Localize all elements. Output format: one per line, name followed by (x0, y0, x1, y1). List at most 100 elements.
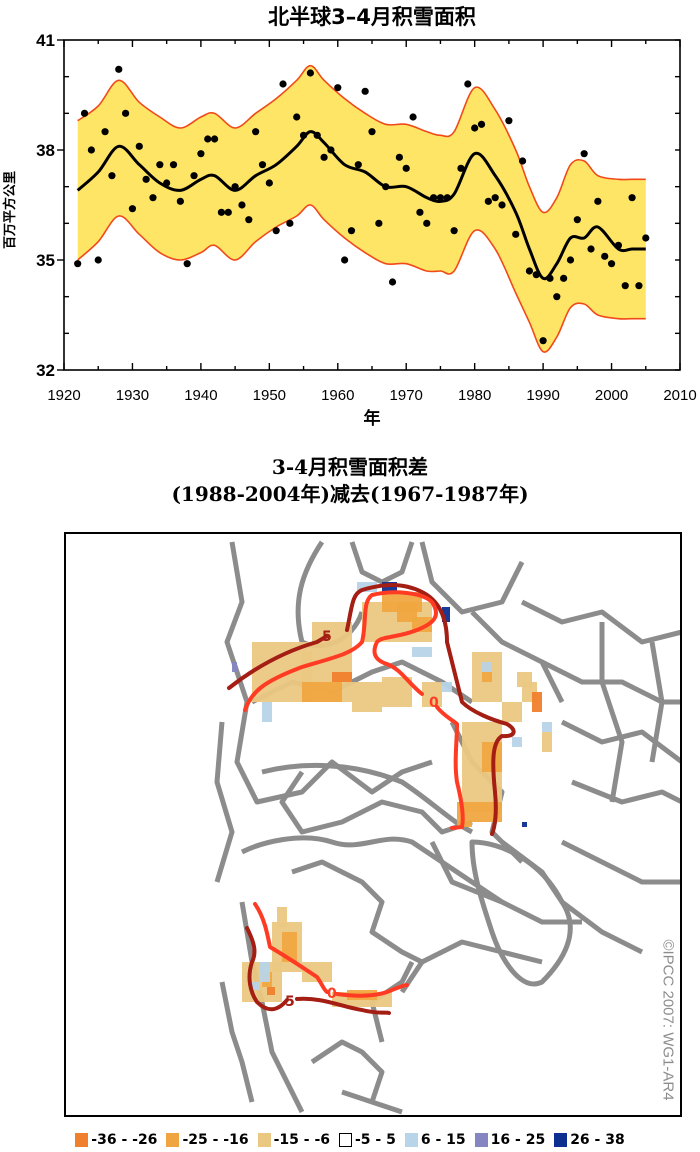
data-point (327, 146, 335, 154)
data-point (101, 128, 109, 136)
snow-difference-cell (277, 907, 287, 927)
snow-difference-cell (502, 702, 522, 722)
contour-label-0-north-america: 0 (327, 986, 337, 1002)
data-point (341, 256, 349, 264)
snow-difference-cell (232, 662, 237, 672)
legend-label: 6 - 15 (420, 1132, 466, 1148)
x-tick-label: 1970 (390, 387, 423, 404)
data-point (375, 219, 383, 227)
legend-swatch (554, 1133, 568, 1147)
y-tick-label: 38 (36, 141, 55, 160)
data-point (642, 234, 650, 242)
data-point (224, 208, 232, 216)
data-point (635, 282, 643, 290)
data-point (587, 245, 595, 253)
snow-difference-cell (252, 982, 260, 990)
x-tick-label: 2010 (663, 387, 696, 404)
data-point (149, 194, 157, 202)
contour-label-5-eurasia: 5 (322, 629, 332, 645)
snow-difference-cell (302, 962, 332, 982)
contour-5-north-america (245, 926, 391, 1015)
data-point (382, 183, 390, 191)
snow-difference-map: 5 0 5 0 (64, 532, 682, 1117)
contour-0-eurasia (243, 590, 465, 830)
x-tick-label: 1950 (253, 387, 286, 404)
data-point (566, 256, 575, 264)
x-tick-label: 1960 (321, 387, 354, 404)
contour-label-5-north-america: 5 (285, 994, 295, 1010)
data-point (361, 87, 369, 95)
legend-label: 16 - 25 (490, 1132, 546, 1148)
chart-title: 北半球3–4月积雪面积 (268, 5, 476, 29)
data-point (498, 201, 506, 209)
snow-difference-cell (352, 682, 382, 712)
data-point (402, 164, 410, 172)
data-point (368, 128, 376, 136)
data-point (183, 260, 191, 268)
coastlines (214, 540, 680, 1115)
data-point (484, 197, 492, 205)
legend-swatch (166, 1133, 180, 1147)
x-tick-label: 1920 (47, 387, 80, 404)
data-point (94, 256, 102, 264)
data-point (601, 252, 609, 260)
data-point (238, 201, 246, 209)
y-axis-label: 百万平方公里 (2, 171, 18, 249)
legend-swatch (257, 1133, 271, 1147)
x-tick-label: 2000 (595, 387, 628, 404)
snow-difference-cell (522, 822, 527, 827)
snow-difference-cell (532, 692, 542, 712)
map-title-line1: 3-4月积雪面积差 (271, 455, 429, 479)
data-point (388, 278, 397, 286)
data-point (573, 216, 581, 224)
data-point (477, 120, 486, 128)
x-axis-label: 年 (364, 408, 381, 429)
legend-label: -25 - -16 (182, 1132, 249, 1148)
map-legend: -36 - -26 -25 - -16 -15 - -6 -5 - 5 6 - 15 16… (0, 1132, 700, 1148)
data-point (265, 179, 273, 187)
data-point (252, 128, 260, 136)
data-point (115, 65, 123, 73)
contour-lines (227, 583, 516, 1015)
data-point (210, 135, 219, 143)
contour-5-eurasia (227, 583, 516, 836)
data-point (258, 161, 267, 169)
data-point (299, 131, 308, 139)
data-point (272, 227, 280, 235)
data-point (135, 142, 143, 150)
snow-difference-cell (517, 672, 532, 687)
data-point (560, 274, 568, 282)
data-point (190, 172, 198, 180)
confidence-band (77, 64, 646, 353)
snow-difference-cell (442, 682, 452, 692)
legend-item: 16 - 25 (474, 1132, 546, 1148)
x-tick-label: 1940 (184, 387, 217, 404)
snow-difference-cell (542, 732, 552, 752)
snow-difference-cell (260, 962, 270, 982)
data-point (409, 113, 417, 121)
data-point (450, 227, 458, 235)
data-point (621, 282, 629, 290)
data-point (122, 109, 130, 117)
data-point (457, 164, 465, 172)
x-tick-label: 1980 (458, 387, 491, 404)
snow-difference-cell (542, 722, 552, 732)
data-point (128, 205, 137, 213)
data-point (169, 161, 178, 169)
data-point (505, 117, 513, 125)
contour-0-north-america (253, 902, 409, 998)
data-point (607, 260, 616, 268)
snow-difference-cell (332, 672, 352, 682)
data-point (354, 161, 362, 169)
legend-item: 6 - 15 (404, 1132, 466, 1148)
legend-swatch (339, 1133, 352, 1147)
data-point (395, 153, 403, 161)
snow-difference-cell (422, 682, 442, 707)
legend-label: -36 - -26 (91, 1132, 158, 1148)
snow-difference-cell (267, 987, 275, 995)
snow-difference-cell (442, 607, 450, 622)
legend-label: 26 - 38 (570, 1132, 625, 1148)
data-point (436, 194, 445, 202)
data-point (320, 153, 328, 161)
data-point (176, 197, 184, 205)
